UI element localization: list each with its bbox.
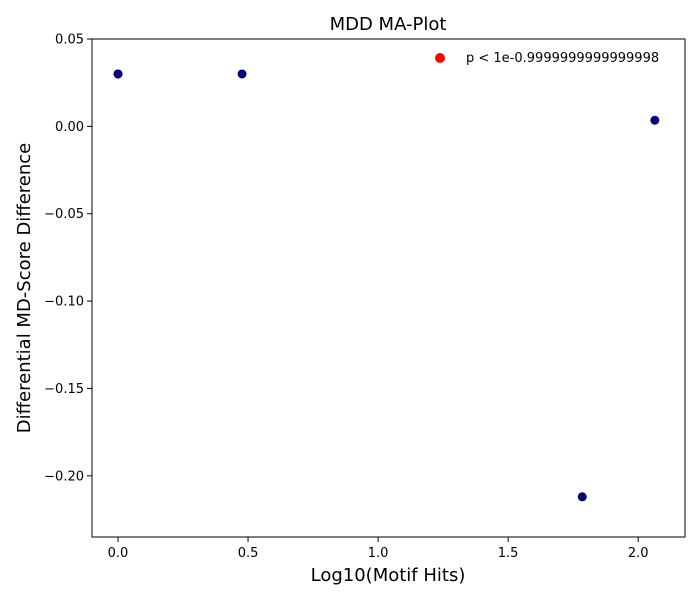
y-tick-label: −0.10	[44, 295, 84, 310]
y-tick-label: −0.05	[44, 207, 84, 222]
legend-label: p < 1e-0.9999999999999998	[466, 51, 659, 66]
plot-area-frame	[91, 38, 686, 538]
data-point	[650, 115, 660, 125]
y-tick-label: 0.05	[55, 33, 84, 48]
y-tick-label: 0.00	[55, 120, 84, 135]
x-axis-label: Log10(Motif Hits)	[311, 565, 466, 586]
y-axis-label: Differential MD-Score Difference	[14, 143, 35, 433]
data-points	[113, 69, 660, 502]
data-point	[577, 492, 587, 502]
x-tick-label: 0.5	[238, 546, 259, 561]
y-tick-label: −0.20	[44, 469, 84, 484]
y-tick-label: −0.15	[44, 382, 84, 397]
legend: p < 1e-0.9999999999999998	[435, 51, 659, 66]
legend-marker	[435, 53, 445, 63]
x-tick-label: 2.0	[628, 546, 649, 561]
x-tick-label: 1.5	[498, 546, 519, 561]
axis-ticks: 0.0 0.5 1.0 1.5 2.0 0.05 0.00 −0.05 −0.10 −0.15 −0…	[44, 33, 648, 562]
x-tick-label: 1.0	[368, 546, 389, 561]
x-tick-label: 0.0	[108, 546, 129, 561]
data-point	[113, 69, 123, 79]
data-point	[237, 69, 247, 79]
chart-title: MDD MA-Plot	[330, 14, 447, 35]
